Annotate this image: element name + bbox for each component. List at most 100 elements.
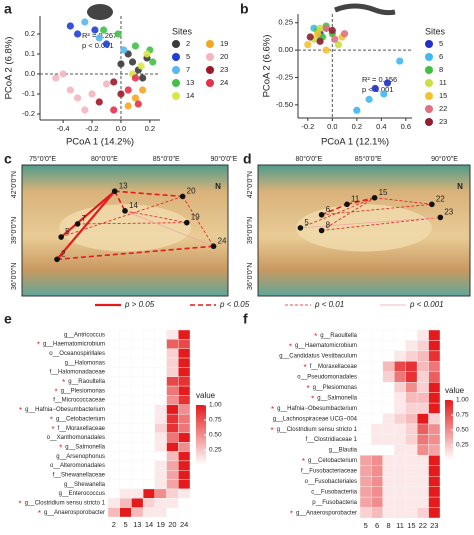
point bbox=[95, 34, 103, 42]
cell bbox=[371, 444, 384, 456]
cell bbox=[178, 442, 191, 452]
point bbox=[52, 74, 60, 82]
cell bbox=[405, 361, 418, 372]
cell bbox=[371, 371, 384, 383]
significance-mark: * bbox=[271, 405, 274, 414]
legend-marker bbox=[425, 40, 433, 48]
cell bbox=[405, 496, 418, 508]
legend-marker bbox=[425, 66, 433, 74]
cell bbox=[119, 357, 132, 368]
row-label: f__Moraxellaceae bbox=[310, 364, 358, 370]
cell bbox=[371, 496, 384, 508]
x-tick-label: -0.2 bbox=[86, 124, 99, 133]
y-tick-label: -0.25 bbox=[276, 72, 293, 81]
cell bbox=[178, 385, 191, 396]
cell bbox=[371, 486, 384, 498]
cell bbox=[382, 392, 395, 404]
x-tick-label: -0.2 bbox=[301, 122, 314, 131]
significance-mark: * bbox=[19, 406, 22, 415]
cell bbox=[394, 371, 406, 383]
cell bbox=[154, 413, 167, 424]
cell bbox=[428, 465, 441, 477]
row-label: g__Raoultella bbox=[320, 333, 357, 339]
cell bbox=[359, 465, 372, 477]
site-label: 23 bbox=[444, 208, 453, 217]
panel-label: d bbox=[243, 151, 252, 167]
colorbar-label: 0.50 bbox=[456, 427, 469, 434]
row-label: g__Halomonas bbox=[65, 360, 105, 366]
cell bbox=[394, 423, 406, 435]
panel-label: f bbox=[243, 311, 248, 327]
legend-marker bbox=[172, 92, 180, 100]
cell bbox=[382, 382, 395, 393]
row-label: g__Hafnia−Obesumbacterium bbox=[25, 407, 105, 413]
cell bbox=[154, 385, 167, 396]
cell bbox=[416, 476, 429, 487]
site-link bbox=[113, 190, 126, 212]
column-label: 2 bbox=[112, 520, 116, 529]
point bbox=[316, 24, 324, 32]
cell bbox=[154, 376, 167, 387]
site bbox=[318, 211, 325, 218]
cell bbox=[371, 329, 384, 341]
cell bbox=[142, 498, 156, 508]
point bbox=[66, 22, 74, 30]
cell bbox=[154, 404, 167, 415]
column-label: 24 bbox=[180, 520, 188, 529]
point bbox=[396, 57, 404, 65]
cell bbox=[382, 340, 395, 352]
cell bbox=[382, 434, 395, 446]
cell bbox=[131, 339, 144, 349]
point bbox=[304, 41, 312, 49]
point bbox=[110, 78, 118, 86]
point bbox=[365, 95, 373, 103]
cell bbox=[371, 392, 384, 404]
point bbox=[81, 106, 89, 114]
cell bbox=[131, 395, 144, 406]
lat-label: 36°0'0"N bbox=[10, 263, 18, 290]
cell bbox=[142, 348, 156, 359]
cell bbox=[382, 361, 395, 372]
cell bbox=[107, 413, 120, 424]
site-label: 24 bbox=[218, 236, 227, 245]
cell bbox=[394, 382, 406, 393]
cell bbox=[131, 404, 144, 415]
cell bbox=[405, 382, 418, 393]
lon-label: 80°0'0"E bbox=[91, 155, 118, 163]
cell bbox=[405, 486, 418, 498]
cell bbox=[371, 455, 384, 466]
cell bbox=[131, 423, 144, 434]
cell bbox=[154, 507, 167, 518]
significance-mark: * bbox=[37, 341, 40, 350]
colorbar-label: 0.75 bbox=[456, 412, 469, 419]
legend-title: Sites bbox=[172, 26, 193, 36]
cell bbox=[119, 367, 132, 377]
cell bbox=[382, 350, 395, 362]
cell bbox=[131, 470, 144, 480]
cell bbox=[119, 479, 132, 490]
x-axis-title: PCoA 1 (14.2%) bbox=[66, 137, 134, 148]
legend-label: 6 bbox=[439, 52, 443, 61]
cell bbox=[166, 479, 179, 490]
cell bbox=[405, 455, 418, 466]
point bbox=[131, 74, 140, 82]
north-arrow: N bbox=[215, 182, 221, 191]
cell bbox=[119, 339, 132, 349]
cell bbox=[428, 361, 441, 372]
point bbox=[322, 24, 330, 32]
significance-mark: * bbox=[52, 425, 55, 434]
cell bbox=[428, 444, 441, 456]
cell bbox=[166, 395, 179, 406]
site-link bbox=[124, 210, 187, 224]
cell bbox=[178, 367, 191, 377]
basin bbox=[296, 204, 432, 252]
site-label: 13 bbox=[119, 181, 128, 190]
site-link bbox=[346, 196, 375, 206]
cell bbox=[394, 486, 406, 498]
legend-label: 8 bbox=[439, 65, 443, 74]
cell bbox=[359, 434, 372, 446]
colorbar-label: 1.00 bbox=[209, 402, 222, 409]
cell bbox=[428, 423, 441, 435]
cell bbox=[371, 465, 384, 477]
column-label: 11 bbox=[396, 521, 404, 530]
